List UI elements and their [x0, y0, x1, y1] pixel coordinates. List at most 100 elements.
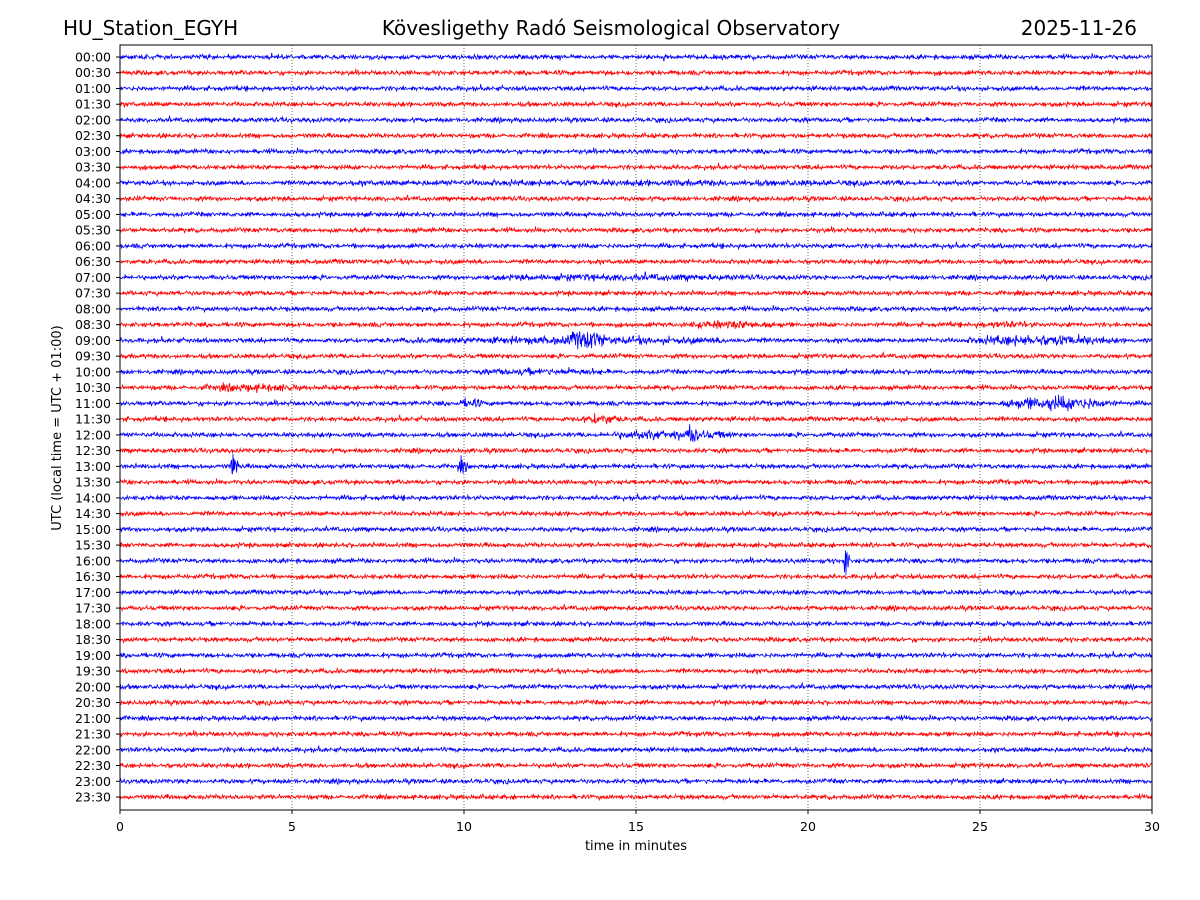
- trace-0500: [119, 210, 1153, 219]
- trace-0630: [119, 257, 1153, 267]
- trace-0600: [119, 241, 1153, 251]
- trace-1330: [119, 478, 1153, 487]
- trace-1500: [119, 524, 1153, 534]
- y-tick-label: 10:00: [75, 364, 111, 379]
- trace-2130: [119, 729, 1153, 739]
- trace-0800: [119, 304, 1153, 314]
- y-tick-label: 14:00: [75, 490, 111, 505]
- trace-2200: [119, 745, 1153, 754]
- y-tick-label: 07:30: [75, 286, 111, 301]
- trace-2300: [119, 777, 1153, 786]
- x-tick-label: 30: [1144, 819, 1160, 834]
- y-axis-label: UTC (local time = UTC + 01:00): [50, 325, 65, 530]
- trace-1200: [119, 424, 1153, 442]
- trace-1300: [119, 453, 1153, 475]
- y-tick-label: 08:30: [75, 317, 111, 332]
- trace-2330: [119, 792, 1153, 802]
- trace-0930: [119, 351, 1153, 361]
- y-tick-label: 13:00: [75, 459, 111, 474]
- x-axis-label: time in minutes: [585, 839, 687, 854]
- y-tick-label: 09:00: [75, 333, 111, 348]
- y-tick-label: 02:00: [75, 112, 111, 127]
- y-tick-label: 21:00: [75, 711, 111, 726]
- y-tick-label: 17:00: [75, 585, 111, 600]
- trace-1530: [119, 540, 1153, 550]
- y-tick-label: 08:00: [75, 301, 111, 316]
- trace-1000: [119, 367, 1153, 377]
- trace-1800: [119, 619, 1153, 629]
- y-tick-label: 04:00: [75, 175, 111, 190]
- trace-0830: [119, 319, 1153, 330]
- trace-0100: [119, 83, 1153, 93]
- y-tick-label: 15:30: [75, 538, 111, 553]
- y-tick-label: 16:00: [75, 553, 111, 568]
- trace-1230: [119, 446, 1153, 456]
- y-tick-label: 19:30: [75, 664, 111, 679]
- y-tick-label: 16:30: [75, 569, 111, 584]
- y-tick-label: 01:00: [75, 81, 111, 96]
- y-tick-label: 19:00: [75, 648, 111, 663]
- y-tick-label: 05:00: [75, 207, 111, 222]
- y-tick-label: 02:30: [75, 128, 111, 143]
- trace-0430: [119, 194, 1153, 204]
- x-tick-label: 10: [456, 819, 472, 834]
- y-tick-label: 20:30: [75, 695, 111, 710]
- y-tick-label: 09:30: [75, 349, 111, 364]
- trace-0000: [120, 52, 1153, 62]
- trace-1930: [119, 666, 1152, 676]
- y-tick-label: 17:30: [75, 601, 111, 616]
- y-tick-label: 11:30: [75, 412, 111, 427]
- y-tick-label: 05:30: [75, 223, 111, 238]
- trace-0230: [119, 131, 1153, 141]
- date-title: 2025-11-26: [1021, 16, 1137, 40]
- trace-1430: [119, 509, 1153, 518]
- y-tick-label: 12:00: [75, 427, 111, 442]
- y-tick-label: 14:30: [75, 506, 111, 521]
- x-tick-label: 15: [628, 819, 644, 834]
- trace-0530: [119, 226, 1153, 235]
- y-tick-label: 23:00: [75, 774, 111, 789]
- station-title: HU_Station_EGYH: [63, 16, 238, 40]
- trace-0400: [119, 178, 1153, 188]
- y-tick-label: 12:30: [75, 443, 111, 458]
- trace-1730: [119, 603, 1153, 613]
- y-tick-label: 04:30: [75, 191, 111, 206]
- trace-0900: [119, 331, 1153, 350]
- trace-0700: [119, 271, 1153, 282]
- x-tick-label: 25: [972, 819, 988, 834]
- trace-0300: [119, 147, 1153, 156]
- y-tick-label: 21:30: [75, 727, 111, 742]
- trace-2100: [119, 714, 1153, 723]
- y-tick-label: 10:30: [75, 380, 111, 395]
- trace-0330: [119, 162, 1153, 172]
- y-tick-label: 11:00: [75, 396, 111, 411]
- trace-1030: [119, 382, 1153, 394]
- y-tick-label: 20:00: [75, 679, 111, 694]
- trace-0030: [119, 68, 1153, 77]
- trace-2000: [119, 681, 1153, 692]
- y-tick-label: 06:30: [75, 254, 111, 269]
- y-tick-label: 18:00: [75, 616, 111, 631]
- trace-2230: [119, 761, 1153, 770]
- chart-title: Kövesligethy Radó Seismological Observat…: [382, 16, 840, 40]
- y-tick-label: 00:30: [75, 65, 111, 80]
- x-tick-label: 20: [800, 819, 816, 834]
- x-tick-label: 5: [288, 819, 296, 834]
- y-tick-label: 22:00: [75, 742, 111, 757]
- y-tick-label: 03:00: [75, 144, 111, 159]
- trace-0130: [119, 99, 1153, 109]
- y-tick-label: 15:00: [75, 522, 111, 537]
- trace-1700: [119, 588, 1153, 597]
- y-tick-label: 23:30: [75, 790, 111, 805]
- y-tick-label: 18:30: [75, 632, 111, 647]
- x-tick-label: 0: [116, 819, 124, 834]
- y-tick-label: 22:30: [75, 758, 111, 773]
- trace-0200: [120, 114, 1153, 125]
- trace-2030: [119, 698, 1153, 708]
- trace-1630: [119, 572, 1153, 581]
- y-tick-label: 06:00: [75, 238, 111, 253]
- trace-1130: [119, 412, 1153, 425]
- y-tick-label: 01:30: [75, 97, 111, 112]
- trace-0730: [119, 289, 1153, 298]
